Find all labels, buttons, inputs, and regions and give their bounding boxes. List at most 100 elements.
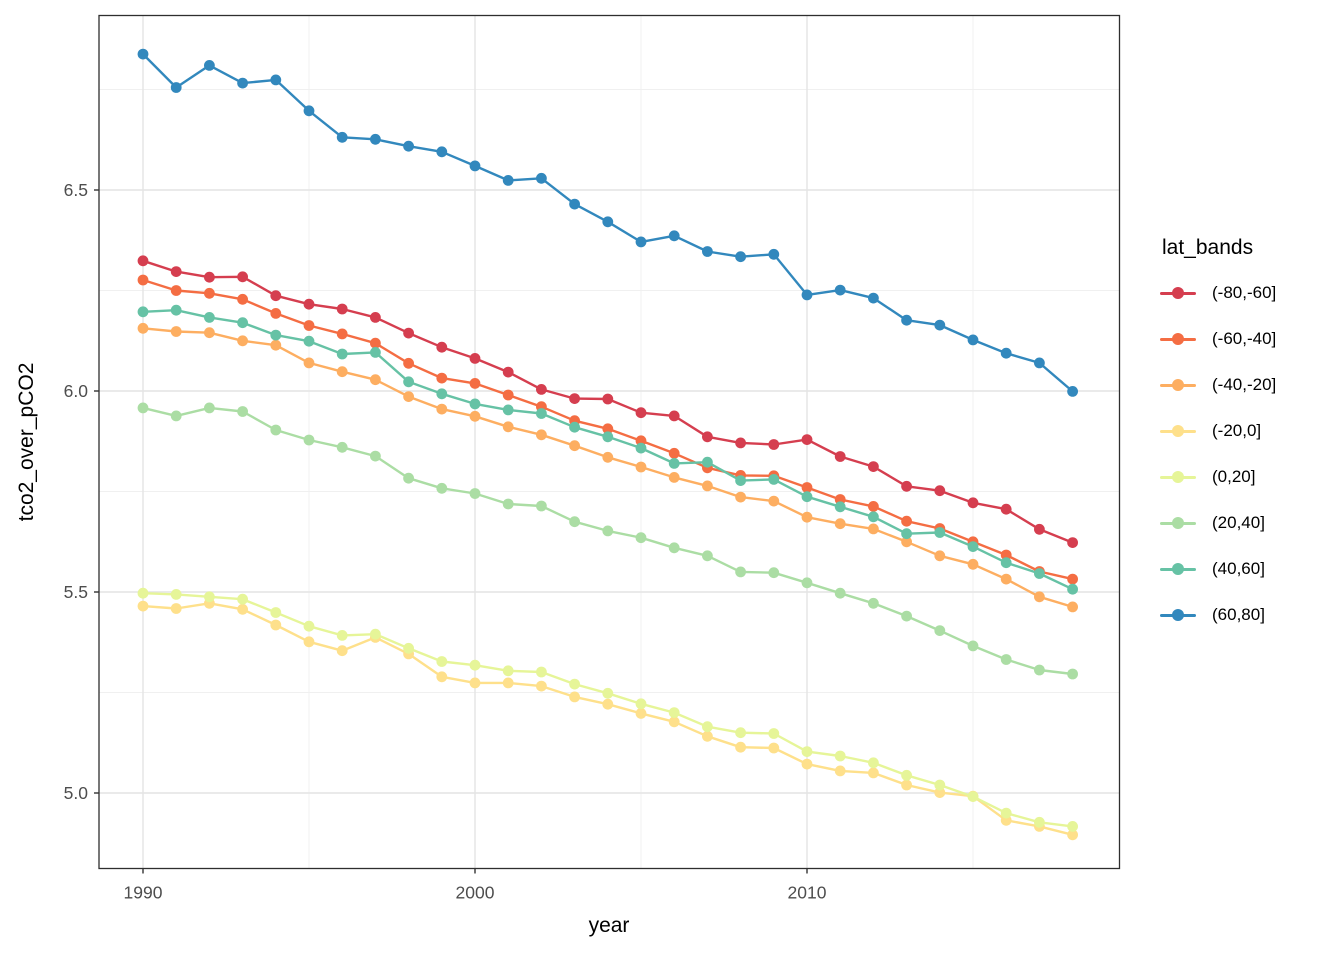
data-point-(-80,-60]-2003[interactable]	[569, 393, 580, 404]
data-point-(20,40]-1994[interactable]	[270, 424, 282, 436]
data-point-(0,20]-2017[interactable]	[1034, 816, 1045, 828]
data-point-(0,20]-1991[interactable]	[170, 589, 182, 600]
data-point-(-80,-60]-1997[interactable]	[370, 312, 381, 323]
data-point-(-20,0]-2010[interactable]	[801, 758, 813, 770]
data-point-(0,20]-2004[interactable]	[602, 687, 614, 699]
data-point-(-40,-20]-2014[interactable]	[934, 550, 946, 562]
data-point-(-80,-60]-2012[interactable]	[868, 461, 879, 472]
data-point-(20,40]-2013[interactable]	[901, 610, 912, 622]
data-point-(20,40]-2016[interactable]	[1000, 654, 1012, 665]
data-point-(20,40]-2009[interactable]	[768, 567, 780, 579]
data-point-(20,40]-2012[interactable]	[868, 597, 879, 609]
data-point-(20,40]-1993[interactable]	[237, 406, 249, 417]
data-point-(0,20]-1990[interactable]	[137, 587, 149, 599]
data-point-(40,60]-1996[interactable]	[336, 348, 348, 360]
data-point-(-20,0]-1999[interactable]	[436, 671, 448, 683]
data-point-(-20,0]-1994[interactable]	[270, 619, 282, 631]
data-point-(40,60]-1995[interactable]	[303, 335, 315, 347]
data-point-(40,60]-1999[interactable]	[436, 388, 448, 400]
data-point-(-60,-40]-2018[interactable]	[1067, 573, 1078, 585]
data-point-(40,60]-2015[interactable]	[967, 541, 979, 552]
data-point-(40,60]-2010[interactable]	[801, 491, 813, 503]
data-point-(0,20]-2006[interactable]	[668, 707, 680, 718]
data-point-(-20,0]-2018[interactable]	[1067, 829, 1078, 841]
data-point-(-60,-40]-1993[interactable]	[237, 293, 249, 305]
data-point-(-40,-20]-2012[interactable]	[868, 523, 879, 535]
data-point-(-60,-40]-1994[interactable]	[270, 308, 282, 319]
data-point-(40,60]-2000[interactable]	[469, 398, 481, 410]
data-point-(-20,0]-1991[interactable]	[170, 603, 182, 614]
data-point-(20,40]-1999[interactable]	[436, 482, 448, 494]
data-point-(0,20]-2012[interactable]	[868, 757, 879, 769]
data-point-(-60,-40]-2010[interactable]	[801, 482, 813, 493]
data-point-(-40,-20]-2004[interactable]	[602, 451, 614, 463]
data-point-(-60,-40]-1998[interactable]	[403, 357, 414, 369]
data-point-(-40,-20]-1995[interactable]	[303, 357, 315, 369]
data-point-(20,40]-2018[interactable]	[1067, 668, 1078, 680]
data-point-(-60,-40]-1992[interactable]	[204, 287, 215, 299]
data-point-(60,80]-1992[interactable]	[204, 60, 215, 71]
data-point-(-20,0]-2003[interactable]	[569, 691, 580, 703]
data-point-(40,60]-1994[interactable]	[270, 329, 282, 341]
data-point-(20,40]-2001[interactable]	[502, 498, 514, 510]
data-point-(20,40]-1991[interactable]	[170, 410, 182, 422]
data-point-(0,20]-2013[interactable]	[901, 769, 912, 781]
data-point-(-80,-60]-2001[interactable]	[502, 366, 514, 378]
data-point-(0,20]-1996[interactable]	[336, 630, 348, 641]
data-point-(60,80]-2009[interactable]	[768, 248, 780, 260]
data-point-(60,80]-1998[interactable]	[403, 140, 414, 152]
data-point-(-60,-40]-1991[interactable]	[170, 285, 182, 296]
data-point-(40,60]-2016[interactable]	[1000, 557, 1012, 569]
data-point-(-20,0]-1995[interactable]	[303, 636, 315, 648]
data-point-(40,60]-1991[interactable]	[170, 304, 182, 316]
data-point-(20,40]-2006[interactable]	[668, 542, 680, 554]
data-point-(20,40]-1998[interactable]	[403, 472, 414, 484]
data-point-(0,20]-2005[interactable]	[635, 698, 647, 710]
data-point-(-80,-60]-2005[interactable]	[635, 407, 647, 419]
data-point-(-60,-40]-1999[interactable]	[436, 372, 448, 384]
data-point-(-60,-40]-2013[interactable]	[901, 515, 912, 527]
data-point-(-80,-60]-2010[interactable]	[801, 434, 813, 445]
data-point-(0,20]-2016[interactable]	[1000, 807, 1012, 819]
data-point-(0,20]-1998[interactable]	[403, 642, 414, 654]
data-point-(-20,0]-2014[interactable]	[934, 787, 946, 798]
data-point-(0,20]-2015[interactable]	[967, 791, 979, 802]
data-point-(40,60]-2007[interactable]	[702, 456, 713, 468]
data-point-(-40,-20]-2009[interactable]	[768, 495, 780, 507]
data-point-(20,40]-1997[interactable]	[370, 450, 381, 462]
data-point-(-80,-60]-2014[interactable]	[934, 485, 946, 497]
data-point-(-40,-20]-1994[interactable]	[270, 339, 282, 351]
data-point-(60,80]-2001[interactable]	[502, 175, 514, 186]
data-point-(40,60]-2013[interactable]	[901, 528, 912, 540]
data-point-(-80,-60]-2013[interactable]	[901, 480, 912, 492]
data-point-(60,80]-2000[interactable]	[469, 160, 481, 172]
data-point-(-80,-60]-1998[interactable]	[403, 327, 414, 339]
data-point-(-80,-60]-1994[interactable]	[270, 290, 282, 302]
data-point-(-20,0]-2008[interactable]	[735, 741, 746, 753]
data-point-(40,60]-1997[interactable]	[370, 347, 381, 358]
data-point-(-20,0]-2005[interactable]	[635, 708, 647, 719]
data-point-(-80,-60]-2016[interactable]	[1000, 503, 1012, 515]
data-point-(60,80]-1993[interactable]	[237, 77, 249, 89]
data-point-(-80,-60]-1991[interactable]	[170, 266, 182, 277]
data-point-(-80,-60]-1990[interactable]	[137, 255, 149, 267]
data-point-(40,60]-2009[interactable]	[768, 474, 780, 485]
data-point-(40,60]-1992[interactable]	[204, 312, 215, 323]
data-point-(-40,-20]-2003[interactable]	[569, 440, 580, 452]
data-point-(20,40]-2007[interactable]	[702, 550, 713, 562]
data-point-(60,80]-2017[interactable]	[1034, 357, 1045, 369]
data-point-(-80,-60]-2000[interactable]	[469, 353, 481, 364]
data-point-(0,20]-2008[interactable]	[735, 727, 746, 739]
data-point-(0,20]-2018[interactable]	[1067, 821, 1078, 832]
data-point-(0,20]-2011[interactable]	[834, 750, 846, 762]
data-point-(0,20]-2001[interactable]	[502, 665, 514, 677]
data-point-(40,60]-2008[interactable]	[735, 475, 746, 486]
data-point-(40,60]-1998[interactable]	[403, 376, 414, 388]
data-point-(0,20]-2010[interactable]	[801, 746, 813, 757]
data-point-(20,40]-2002[interactable]	[536, 500, 547, 512]
data-point-(-80,-60]-2006[interactable]	[668, 410, 680, 422]
data-point-(-40,-20]-1999[interactable]	[436, 403, 448, 415]
data-point-(-80,-60]-1995[interactable]	[303, 298, 315, 310]
data-point-(40,60]-2014[interactable]	[934, 527, 946, 538]
data-point-(-20,0]-2007[interactable]	[702, 730, 713, 742]
